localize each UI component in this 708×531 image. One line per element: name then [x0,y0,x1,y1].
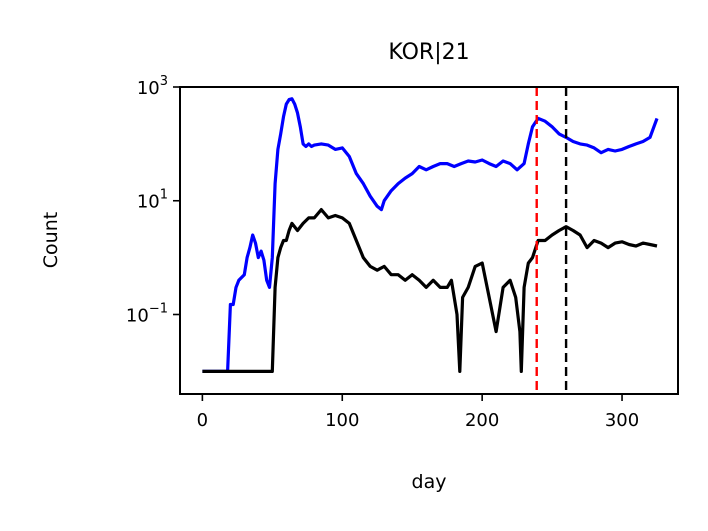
series-line-1 [202,97,659,373]
y-tick-label: 103 [137,74,168,99]
x-axis: 0 100 200 300 [197,394,639,431]
y-axis: 103 101 10−1 [126,74,180,326]
x-axis-title: day [412,471,447,493]
y-tick-label: 101 [137,188,168,213]
chart-title: KOR|21 [388,40,469,65]
plot-area [202,87,659,394]
x-tick-label: 200 [465,410,499,431]
x-tick-label: 0 [197,410,208,431]
y-axis-title: Count [40,212,62,268]
y-tick-label: 10−1 [126,301,168,326]
series-line-2 [202,208,658,373]
axes-frame [179,86,679,395]
x-tick-label: 100 [325,410,359,431]
x-tick-label: 300 [605,410,639,431]
